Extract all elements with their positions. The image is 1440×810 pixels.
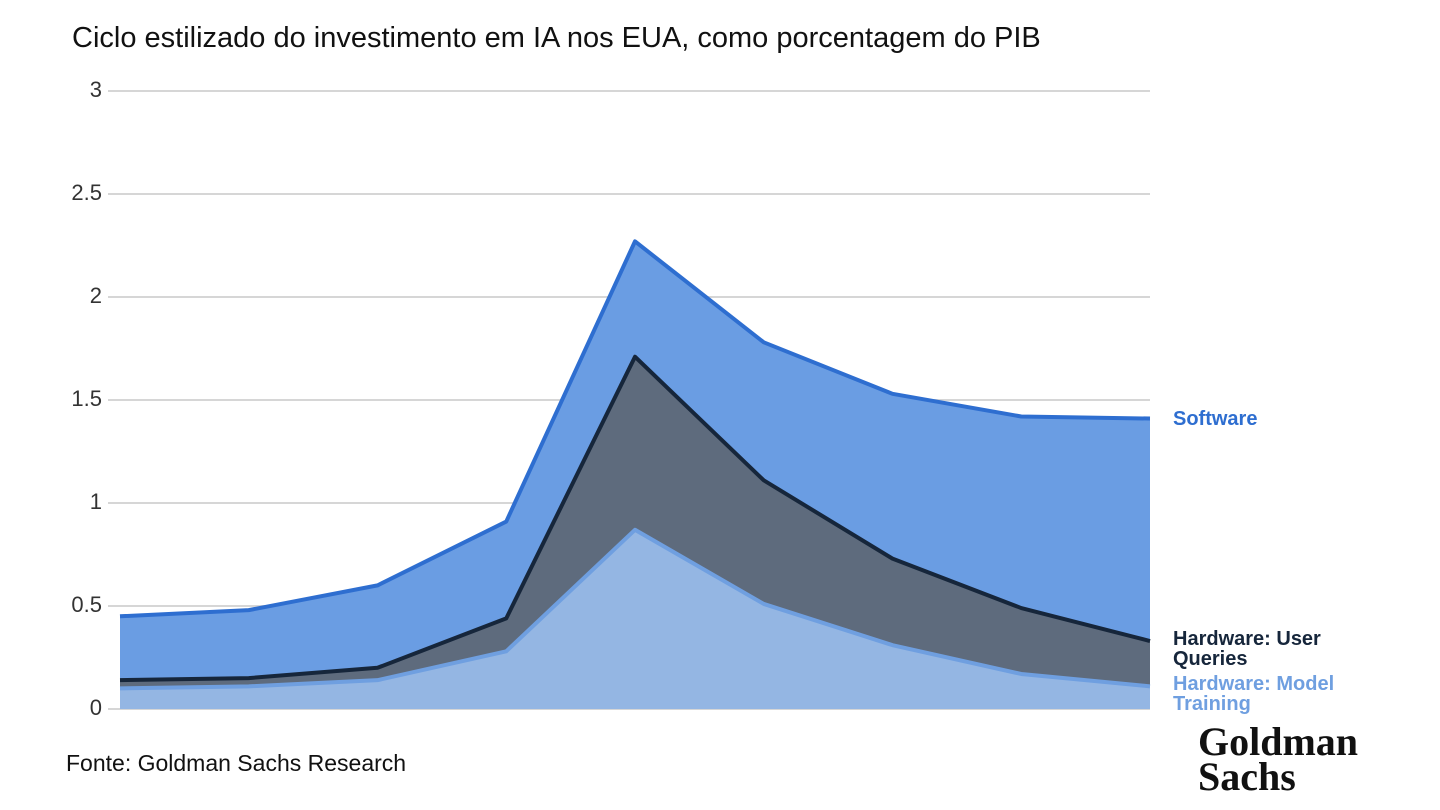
legend-label: Hardware: Model Training — [1173, 673, 1335, 716]
logo: Goldman Sachs — [1198, 719, 1359, 800]
area — [120, 356, 1150, 689]
y-tick-label: 3 — [90, 77, 102, 102]
source-note: Fonte: Goldman Sachs Research — [66, 750, 407, 776]
area-line — [119, 239, 1151, 619]
y-tick-label: 0.5 — [71, 592, 102, 617]
chart-title: Ciclo estilizado do investimento em IA n… — [72, 22, 1041, 54]
y-tick-label: 1 — [90, 489, 102, 514]
area-line — [119, 527, 1151, 691]
legend-label: Hardware: User Queries — [1173, 628, 1321, 671]
y-tick-label: 0 — [90, 695, 102, 720]
area-line — [119, 354, 1151, 683]
legend-label: Software — [1173, 407, 1258, 430]
y-tick-label: 2 — [90, 283, 102, 308]
area — [120, 529, 1150, 709]
y-tick-label: 1.5 — [71, 386, 102, 411]
y-tick-label: 2.5 — [71, 180, 102, 205]
area — [120, 241, 1150, 681]
